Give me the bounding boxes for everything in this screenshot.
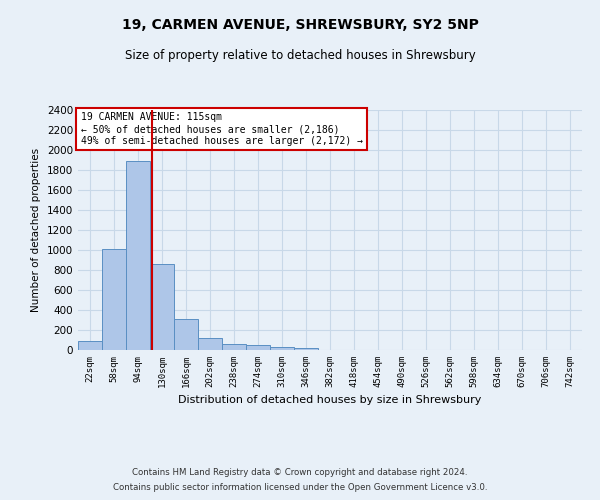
Bar — [294, 348, 318, 350]
Bar — [174, 318, 198, 350]
Bar — [222, 344, 246, 350]
Bar — [150, 264, 174, 350]
Text: 19, CARMEN AVENUE, SHREWSBURY, SY2 5NP: 19, CARMEN AVENUE, SHREWSBURY, SY2 5NP — [122, 18, 478, 32]
Text: Contains HM Land Registry data © Crown copyright and database right 2024.: Contains HM Land Registry data © Crown c… — [132, 468, 468, 477]
Bar — [246, 345, 270, 350]
Bar — [78, 340, 102, 350]
Text: Contains public sector information licensed under the Open Government Licence v3: Contains public sector information licen… — [113, 483, 487, 492]
Bar — [126, 161, 150, 350]
Bar — [102, 249, 126, 350]
Text: 19 CARMEN AVENUE: 115sqm
← 50% of detached houses are smaller (2,186)
49% of sem: 19 CARMEN AVENUE: 115sqm ← 50% of detach… — [80, 112, 362, 146]
Bar — [270, 347, 294, 350]
Bar — [198, 338, 222, 350]
X-axis label: Distribution of detached houses by size in Shrewsbury: Distribution of detached houses by size … — [178, 396, 482, 406]
Y-axis label: Number of detached properties: Number of detached properties — [31, 148, 41, 312]
Text: Size of property relative to detached houses in Shrewsbury: Size of property relative to detached ho… — [125, 48, 475, 62]
